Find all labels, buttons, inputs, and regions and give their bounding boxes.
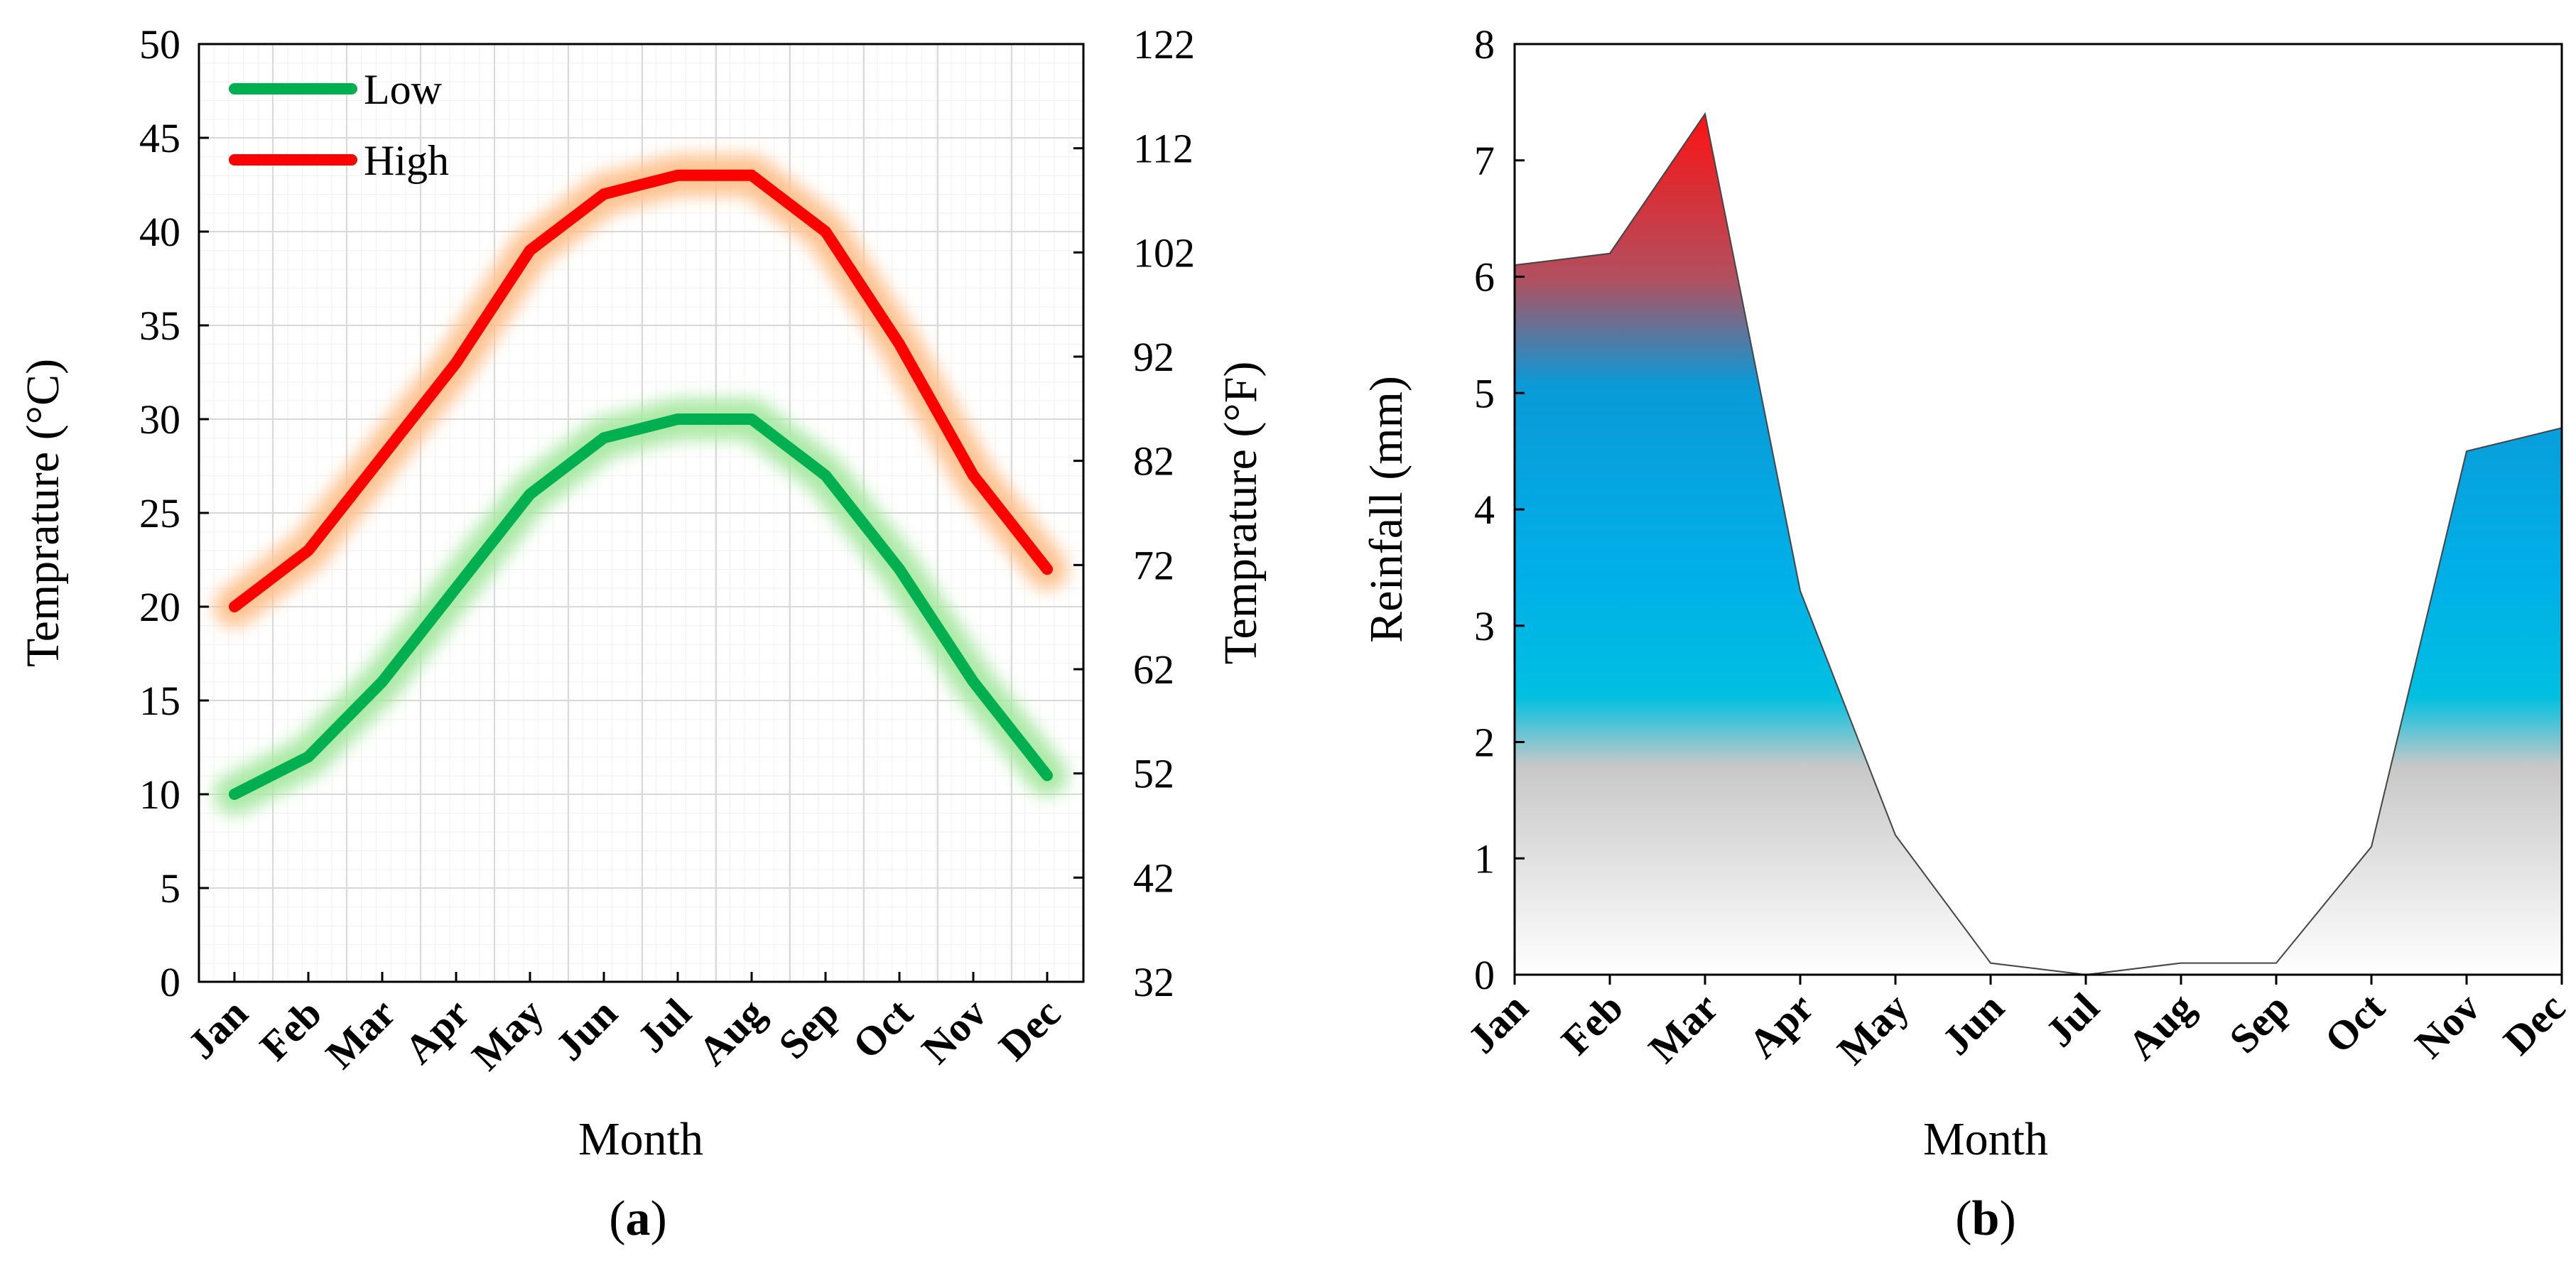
x-tick-label: Mar xyxy=(317,990,404,1077)
right-y-axis: 32 42 52 62 72 82 92 102 112 122 xyxy=(1073,21,1195,1005)
y2-tick-label: 102 xyxy=(1133,229,1195,276)
y2-tick-label: 112 xyxy=(1133,126,1194,172)
temperature-chart: 0 5 10 15 20 25 30 35 40 45 50 32 42 52 62 72 82 92 102 11… xyxy=(17,21,1267,1246)
x-tick-label: Oct xyxy=(2315,984,2393,1062)
x-tick-label: Apr xyxy=(396,990,479,1073)
y-axis-title: Temprature (°C) xyxy=(17,359,69,667)
x-tick-label: Dec xyxy=(2494,984,2574,1064)
y2-tick-label: 82 xyxy=(1133,438,1174,485)
x-tick-label: Jun xyxy=(546,990,626,1069)
y-tick-label: 5 xyxy=(1474,370,1495,416)
x-tick-label: May xyxy=(1829,984,1918,1073)
y-axis: 0 1 2 3 4 5 6 7 8 xyxy=(1474,21,1525,998)
x-tick-label: Aug xyxy=(689,990,774,1074)
y-tick-label: 3 xyxy=(1474,603,1495,649)
series-line-low xyxy=(229,413,1053,800)
y-tick-label: 40 xyxy=(139,209,180,255)
x-tick-label: Dec xyxy=(990,990,1069,1069)
x-tick-label: May xyxy=(463,990,553,1079)
x-tick-label: Feb xyxy=(251,990,330,1069)
y-tick-label: 0 xyxy=(160,959,180,1005)
legend: Low High xyxy=(229,66,449,184)
y-tick-label: 50 xyxy=(139,21,180,67)
x-tick-label: Oct xyxy=(843,990,921,1068)
x-tick-label: Aug xyxy=(2118,984,2203,1068)
x-tick-label: Apr xyxy=(1740,984,1823,1067)
x-tick-label: Jan xyxy=(1459,984,1537,1062)
x-axis-title: Month xyxy=(578,1113,703,1165)
y-tick-label: 4 xyxy=(1474,487,1495,533)
legend-label-high: High xyxy=(364,137,449,184)
y-tick-label: 8 xyxy=(1474,21,1495,67)
y2-tick-label: 42 xyxy=(1133,855,1174,901)
x-axis-title: Month xyxy=(1923,1113,2048,1165)
panel-label: (a) xyxy=(609,1191,667,1246)
y-tick-label: 5 xyxy=(160,865,180,911)
y-tick-label: 20 xyxy=(139,584,180,630)
y-tick-label: 2 xyxy=(1474,720,1495,766)
x-tick-label: Jun xyxy=(1933,984,2013,1064)
series-lines xyxy=(229,169,1053,800)
rainfall-area xyxy=(1515,114,2562,975)
x-tick-label: Sep xyxy=(769,990,848,1068)
y2-tick-label: 62 xyxy=(1133,646,1174,693)
x-tick-label: Nov xyxy=(913,990,996,1073)
x-tick-label: Jan xyxy=(178,990,256,1068)
rainfall-outline xyxy=(1514,112,2563,976)
rainfall-chart: 0 1 2 3 4 5 6 7 8 Jan Feb Mar Apr May Jun Jul Aug Sep Oct… xyxy=(1360,21,2574,1246)
x-tick-label: Nov xyxy=(2406,984,2489,1067)
y-tick-label: 35 xyxy=(139,303,180,349)
y-tick-label: 10 xyxy=(139,772,180,818)
x-tick-label: Jul xyxy=(629,990,700,1061)
x-tick-label: Feb xyxy=(1552,984,1632,1064)
legend-label-low: Low xyxy=(364,66,443,113)
y-tick-label: 7 xyxy=(1474,138,1495,184)
y2-tick-label: 72 xyxy=(1133,542,1174,588)
y2-axis-title: Temprature (°F) xyxy=(1215,362,1267,665)
y-tick-label: 0 xyxy=(1474,952,1495,998)
y-tick-label: 45 xyxy=(139,115,180,161)
x-tick-label: Sep xyxy=(2220,984,2298,1062)
panel-label: (b) xyxy=(1955,1191,2016,1246)
y-tick-label: 30 xyxy=(139,396,180,443)
series-line-high xyxy=(229,169,1053,612)
y2-tick-label: 32 xyxy=(1133,959,1174,1005)
y-tick-label: 6 xyxy=(1474,254,1495,301)
y-tick-label: 25 xyxy=(139,490,180,536)
y-tick-label: 1 xyxy=(1474,835,1495,882)
x-tick-label: Jul xyxy=(2037,984,2109,1056)
left-y-axis: 0 5 10 15 20 25 30 35 40 45 50 xyxy=(139,21,209,1005)
y2-tick-label: 52 xyxy=(1133,751,1174,797)
y-axis-title: Reinfall (mm) xyxy=(1360,376,1412,643)
y2-tick-label: 92 xyxy=(1133,334,1174,380)
y-tick-label: 15 xyxy=(139,678,180,724)
y2-tick-label: 122 xyxy=(1133,21,1195,67)
x-tick-label: Mar xyxy=(1640,984,1727,1071)
